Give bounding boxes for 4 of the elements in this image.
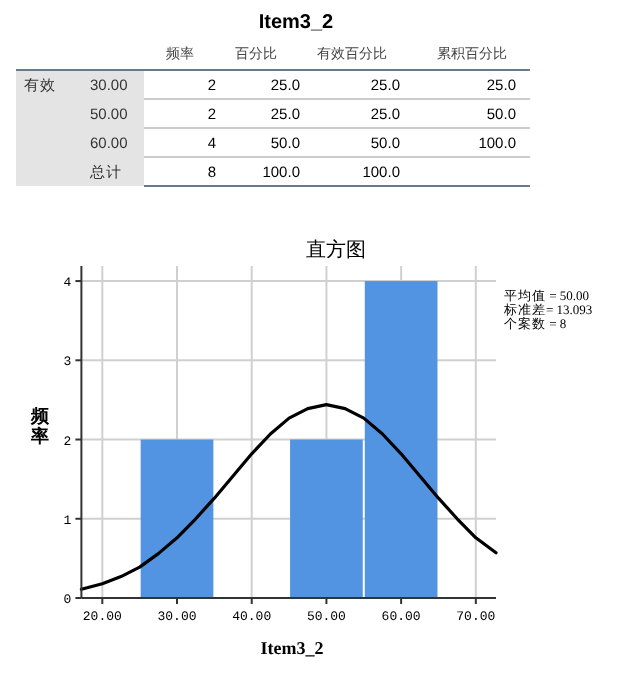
- text: Item3_2: [258, 12, 335, 34]
- x-axis-title: Item3_2: [260, 638, 325, 658]
- chart-title: 直方图: [306, 238, 366, 262]
- y-axis-title: 频率: [29, 406, 51, 446]
